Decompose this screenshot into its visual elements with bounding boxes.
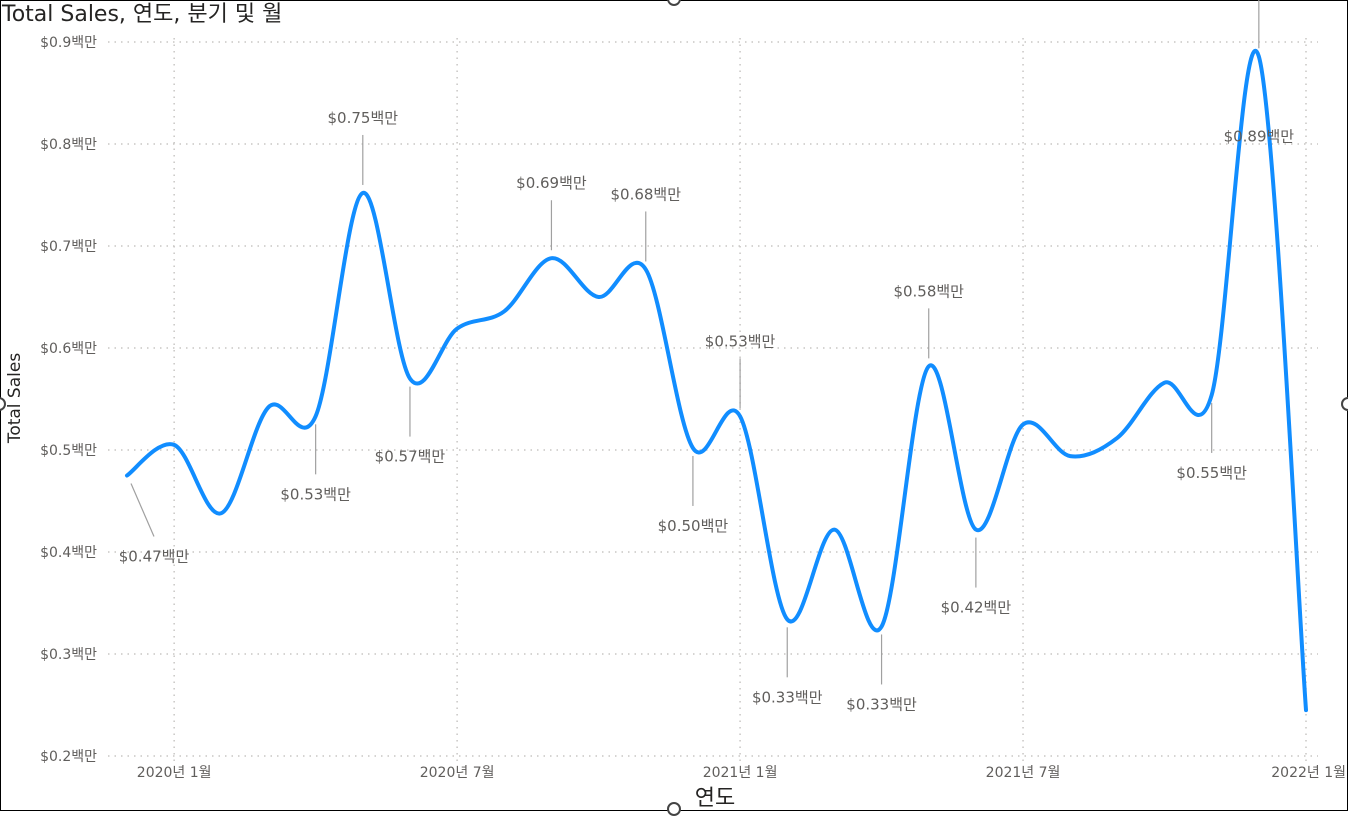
y-tick-label: $0.5백만: [40, 443, 97, 459]
y-tick-label: $0.4백만: [40, 545, 97, 561]
x-tick-label: 2021년 7월: [986, 765, 1061, 781]
data-label: $0.58백만: [893, 282, 964, 300]
data-label: $0.42백만: [941, 599, 1012, 617]
x-tick-label: 2020년 1월: [137, 765, 212, 781]
data-label: $0.47백만: [119, 548, 190, 566]
data-label: $0.75백만: [328, 109, 399, 127]
y-tick-label: $0.9백만: [40, 35, 97, 51]
data-label: $0.33백만: [846, 695, 917, 713]
y-axis-title: Total Sales: [5, 353, 25, 444]
y-tick-label: $0.3백만: [40, 647, 97, 663]
x-axis-title: 연도: [695, 786, 735, 811]
y-axis: $0.9백만 $0.8백만 $0.7백만 $0.6백만 $0.5백만 $0.4백만 $0.3…: [40, 35, 97, 765]
data-label: $0.68백만: [610, 185, 681, 203]
y-tick-label: $0.6백만: [40, 341, 97, 357]
x-tick-label: 2022년 1월: [1271, 765, 1346, 781]
data-label: $0.50백만: [658, 517, 729, 535]
resize-handle-bottom[interactable]: [667, 802, 681, 816]
data-label: $0.53백만: [280, 485, 351, 503]
data-label: $0.55백만: [1176, 464, 1247, 482]
resize-handle-right[interactable]: [1341, 397, 1348, 411]
series-line-total-sales[interactable]: [125, 49, 1308, 713]
x-tick-label: 2021년 1월: [703, 765, 778, 781]
data-label: $0.53백만: [705, 332, 776, 350]
data-label: $0.69백만: [516, 174, 587, 192]
y-gridlines: [108, 41, 1318, 757]
data-labels: $0.47백만 $0.53백만 $0.75백만 $0.57백만 $0.69백만 $0.68…: [119, 109, 1295, 714]
data-label: $0.33백만: [752, 688, 823, 706]
y-tick-label: $0.2백만: [40, 749, 97, 765]
leader-line: [130, 483, 155, 537]
x-tick-label: 2020년 7월: [420, 765, 495, 781]
data-label: $0.57백만: [375, 448, 446, 466]
chart-title: Total Sales, 연도, 분기 및 월: [2, 2, 283, 27]
y-tick-label: $0.7백만: [40, 239, 97, 255]
y-tick-label: $0.8백만: [40, 137, 97, 153]
x-axis: 2020년 1월 2020년 7월 2021년 1월 2021년 7월 2022년 1월: [137, 765, 1346, 781]
data-label: $0.89백만: [1224, 127, 1295, 145]
data-label-leaders: [130, 0, 1260, 685]
